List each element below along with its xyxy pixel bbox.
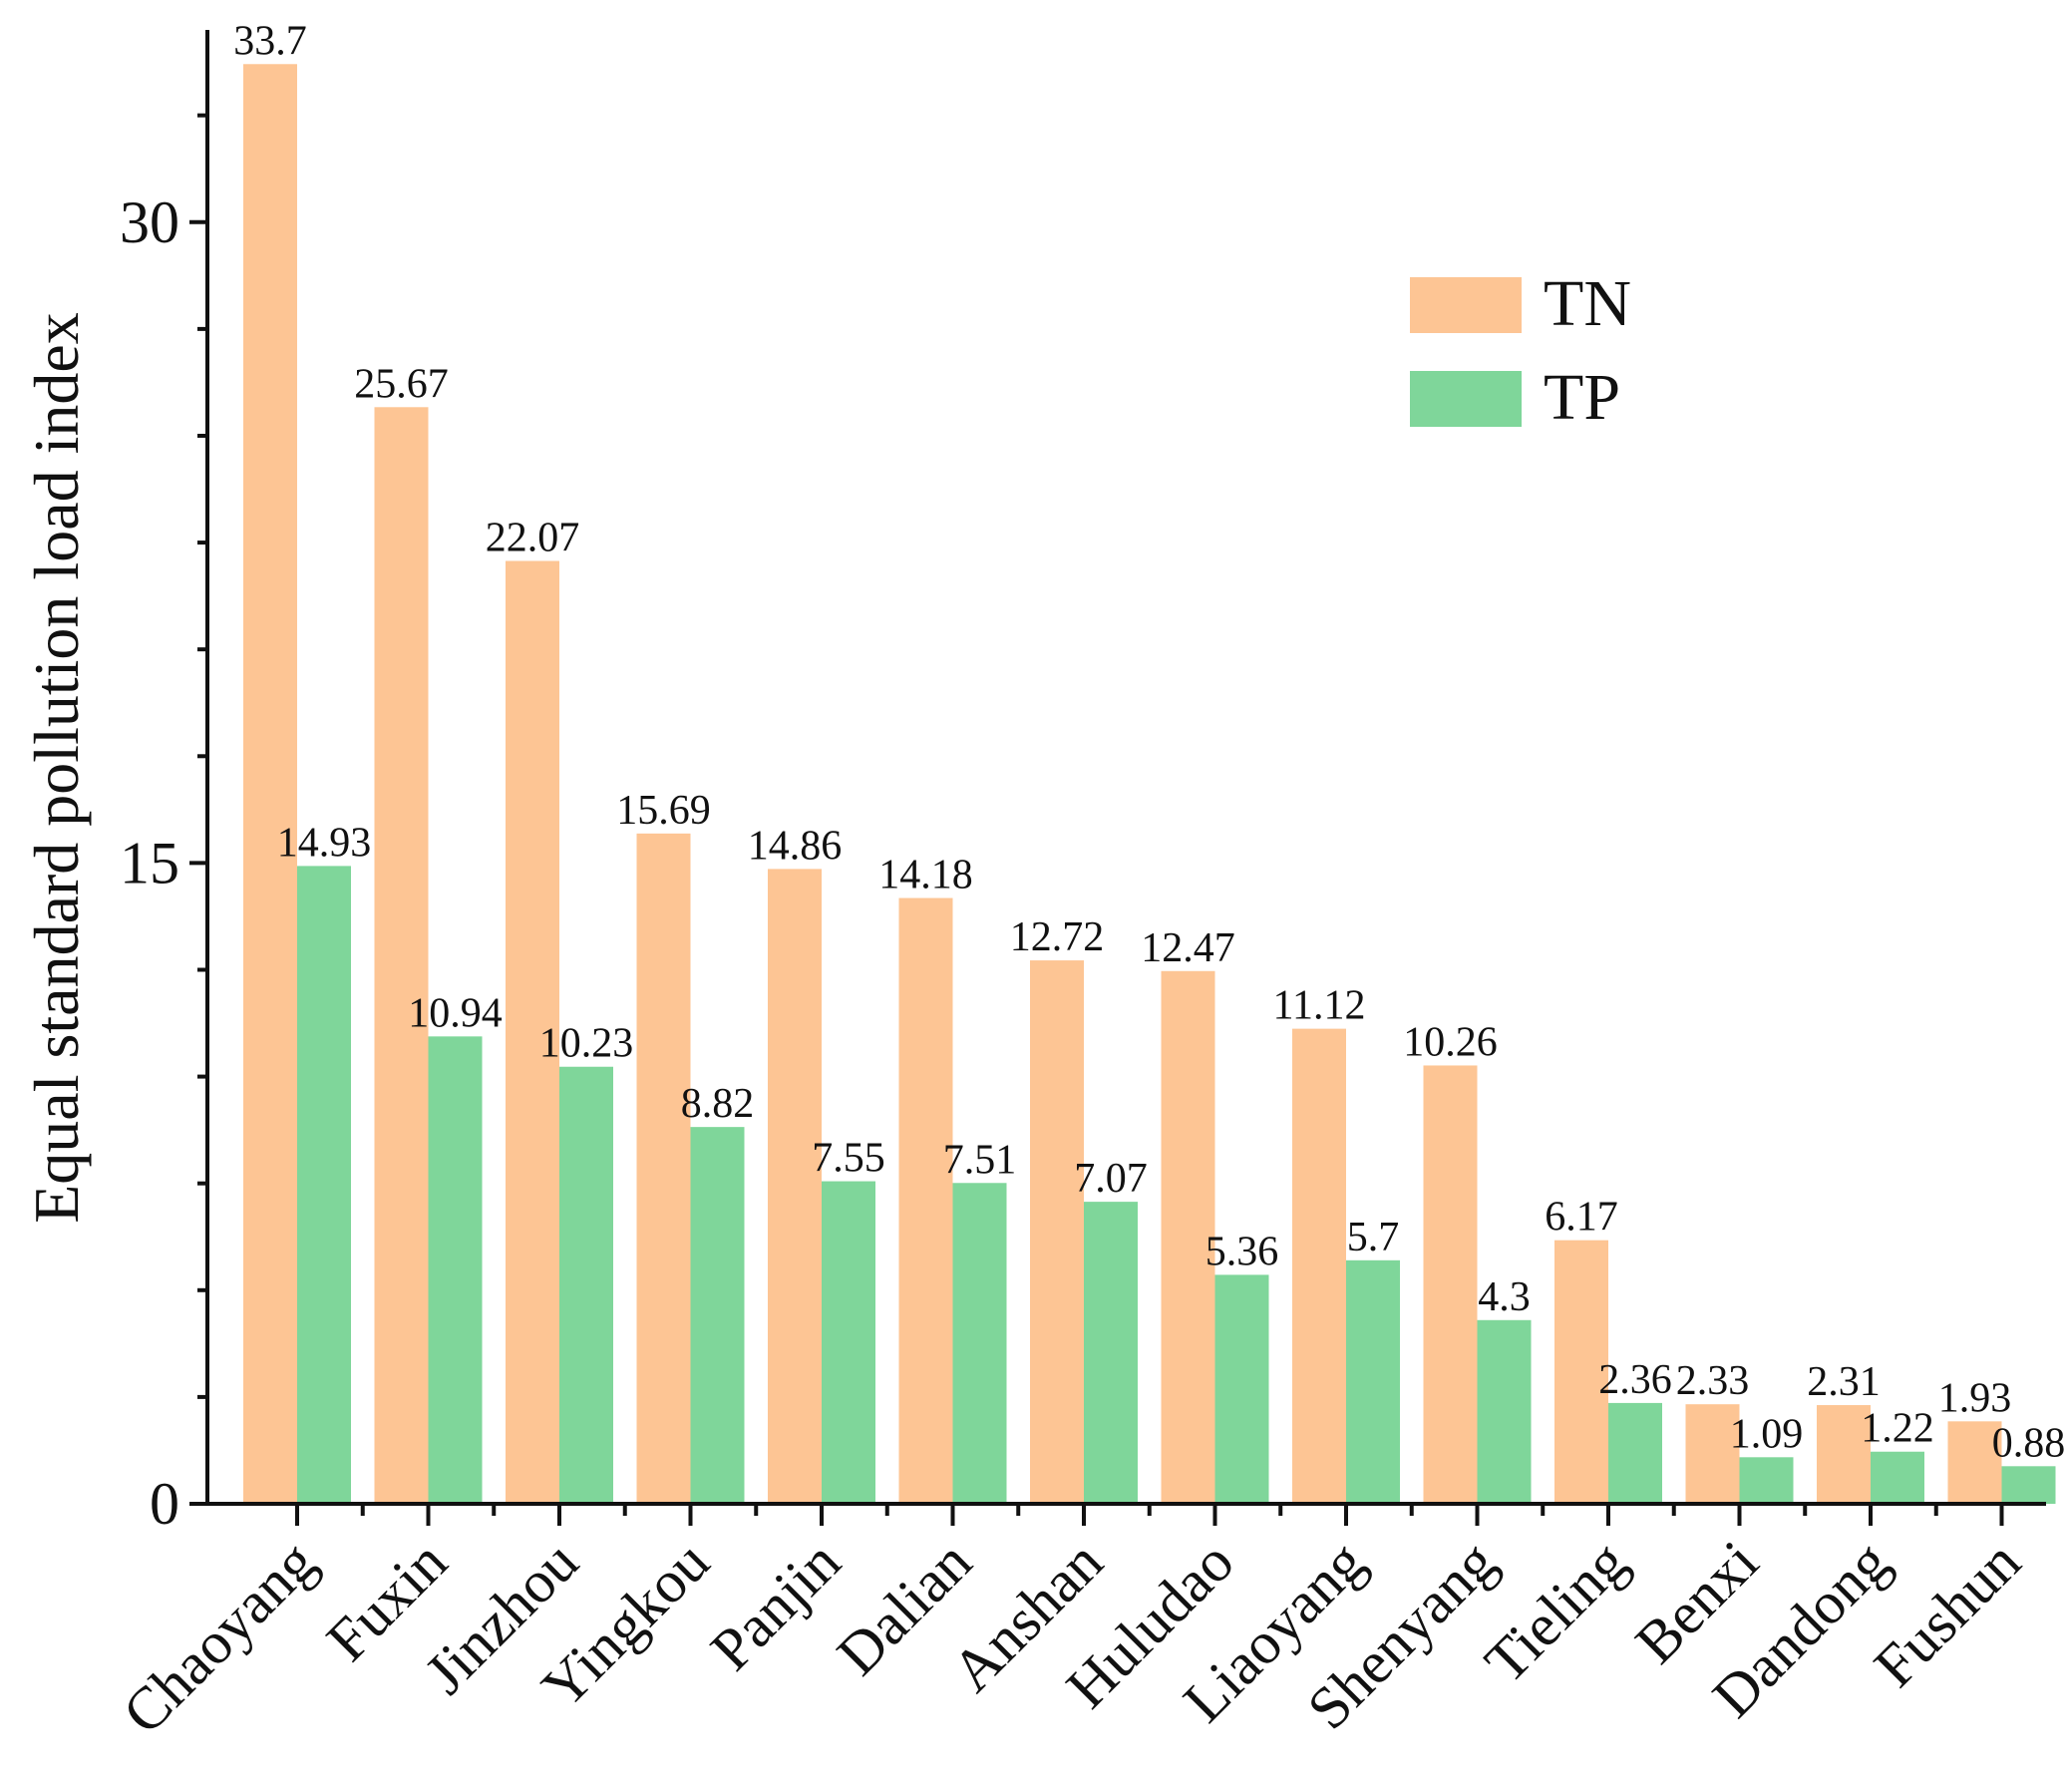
- bar-fuxin-tn: [374, 407, 429, 1504]
- value-label-shenyang-tn: 10.26: [1403, 1019, 1498, 1065]
- value-label-shenyang-tp: 4.3: [1478, 1274, 1531, 1320]
- legend-label-tp: TP: [1544, 361, 1620, 434]
- y-tick-label: 15: [120, 830, 179, 896]
- bar-panjin-tn: [768, 869, 822, 1504]
- x-tick-label-fushun: Fushun: [1862, 1529, 2033, 1700]
- y-tick-label: 30: [120, 189, 179, 255]
- value-label-fuxin-tn: 25.67: [354, 361, 449, 407]
- value-label-huludao-tn: 12.47: [1141, 925, 1235, 971]
- value-label-dalian-tp: 7.51: [943, 1137, 1017, 1183]
- y-axis-title: Equal standard pollution load index: [21, 312, 92, 1224]
- legend-label-tn: TN: [1544, 267, 1631, 340]
- bar-dandong-tn: [1817, 1405, 1871, 1504]
- bar-fuxin-tp: [428, 1036, 483, 1504]
- value-label-liaoyang-tn: 11.12: [1273, 983, 1366, 1029]
- bar-yingkou-tp: [690, 1127, 745, 1504]
- value-label-benxi-tp: 1.09: [1730, 1411, 1804, 1457]
- bar-chaoyang-tp: [297, 866, 351, 1504]
- x-tick-label-panjin: Panjin: [698, 1529, 853, 1683]
- bar-dalian-tp: [952, 1183, 1007, 1504]
- value-label-fuxin-tp: 10.94: [408, 990, 503, 1036]
- value-label-dandong-tp: 1.22: [1861, 1406, 1934, 1452]
- value-label-dalian-tn: 14.18: [878, 853, 973, 898]
- value-label-jinzhou-tp: 10.23: [539, 1021, 634, 1067]
- y-ticks-layer: 0 15 30: [120, 113, 207, 1537]
- bar-liaoyang-tp: [1346, 1259, 1400, 1504]
- bar-shenyang-tp: [1477, 1319, 1532, 1504]
- bar-chaoyang-tn: [243, 64, 297, 1504]
- bar-huludao-tn: [1161, 970, 1215, 1504]
- bar-tieling-tn: [1554, 1240, 1608, 1504]
- value-label-dandong-tn: 2.31: [1807, 1359, 1881, 1405]
- value-label-anshan-tp: 7.07: [1074, 1156, 1148, 1202]
- x-ticks-layer: ChaoyangFuxinJinzhouYingkouPanjinDalianA…: [110, 1504, 2033, 1747]
- legend-swatch-tn: [1410, 277, 1522, 333]
- bar-fushun-tn: [1947, 1421, 2002, 1504]
- bar-benxi-tp: [1739, 1457, 1794, 1504]
- bar-shenyang-tn: [1423, 1065, 1478, 1504]
- value-label-chaoyang-tp: 14.93: [277, 820, 372, 866]
- bar-anshan-tp: [1084, 1202, 1138, 1504]
- value-label-benxi-tn: 2.33: [1676, 1358, 1750, 1404]
- x-tick-label-tieling: Tieling: [1472, 1529, 1639, 1696]
- bar-dandong-tp: [1871, 1451, 1924, 1504]
- value-label-yingkou-tn: 15.69: [616, 788, 711, 834]
- legend-swatch-tp: [1410, 371, 1522, 427]
- value-label-chaoyang-tn: 33.7: [233, 18, 307, 64]
- value-label-anshan-tn: 12.72: [1010, 914, 1105, 960]
- value-label-panjin-tn: 14.86: [748, 823, 843, 869]
- bar-anshan-tn: [1030, 960, 1084, 1504]
- value-label-panjin-tp: 7.55: [812, 1136, 885, 1182]
- bar-jinzhou-tn: [506, 560, 559, 1504]
- x-tick-label-chaoyang: Chaoyang: [110, 1529, 328, 1747]
- value-label-huludao-tp: 5.36: [1205, 1229, 1279, 1274]
- bar-tieling-tp: [1608, 1402, 1662, 1504]
- bar-liaoyang-tn: [1292, 1028, 1346, 1504]
- value-labels-layer: 33.7 14.93 25.67 10.94 22.07 10.23 15.69 8.82 14…: [233, 18, 2065, 1466]
- bar-huludao-tp: [1214, 1274, 1269, 1504]
- y-tick-label: 0: [150, 1471, 179, 1537]
- bar-panjin-tp: [822, 1181, 875, 1504]
- bar-yingkou-tn: [636, 833, 691, 1504]
- value-label-tieling-tp: 2.36: [1598, 1357, 1672, 1403]
- value-label-yingkou-tp: 8.82: [681, 1081, 755, 1127]
- bars-layer: [243, 64, 2056, 1504]
- value-label-fushun-tn: 1.93: [1938, 1375, 2012, 1421]
- bar-benxi-tn: [1685, 1404, 1740, 1504]
- value-label-liaoyang-tp: 5.7: [1347, 1215, 1400, 1260]
- bar-fushun-tp: [2001, 1466, 2056, 1504]
- bar-jinzhou-tp: [559, 1066, 613, 1504]
- legend: TN TP: [1410, 267, 1631, 434]
- bar-dalian-tn: [898, 897, 953, 1504]
- value-label-tieling-tn: 6.17: [1545, 1195, 1618, 1241]
- value-label-jinzhou-tn: 22.07: [486, 516, 580, 561]
- value-label-fushun-tp: 0.88: [1992, 1420, 2066, 1466]
